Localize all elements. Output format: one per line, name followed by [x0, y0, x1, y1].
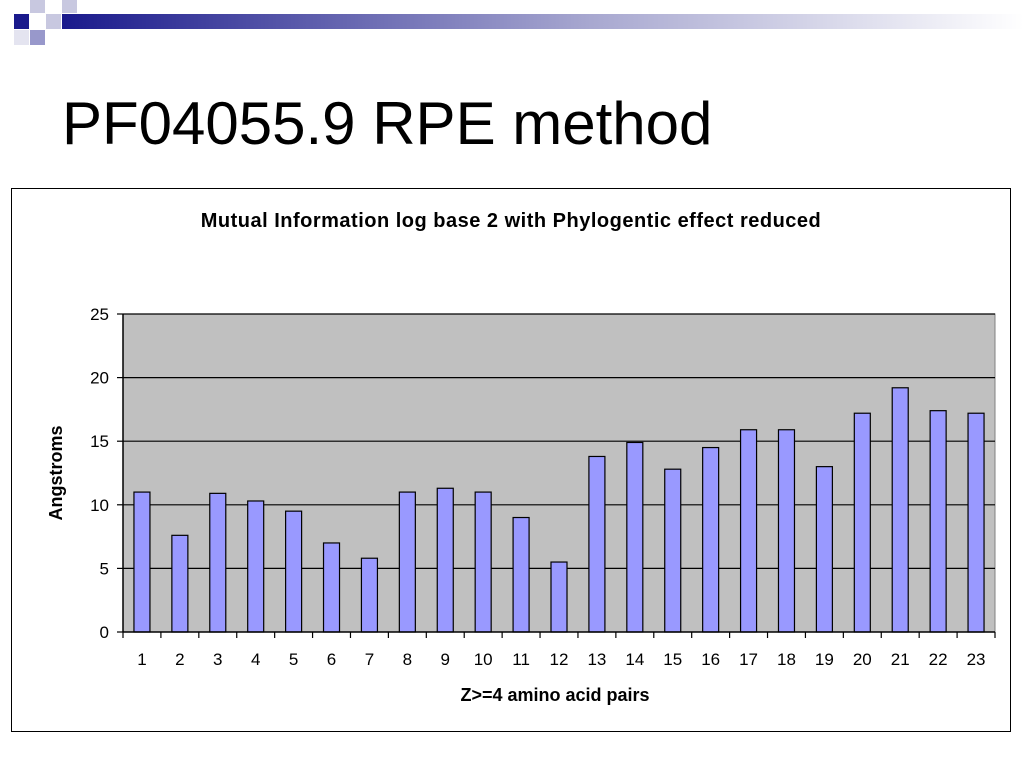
bar — [171, 534, 189, 633]
x-axis-title: Z>=4 amino acid pairs — [460, 685, 649, 705]
x-tick-label: 3 — [213, 650, 222, 669]
bar — [853, 412, 871, 633]
axes — [122, 314, 995, 633]
bars — [133, 387, 985, 633]
x-tick-label: 6 — [327, 650, 336, 669]
bar — [739, 429, 758, 633]
bar — [891, 387, 909, 633]
x-tick-label: 9 — [441, 650, 450, 669]
bar — [777, 429, 796, 633]
x-tick-label: 16 — [701, 650, 720, 669]
bar — [512, 516, 530, 633]
bar — [398, 491, 416, 633]
y-tick-label: 5 — [100, 559, 109, 578]
bar — [133, 491, 151, 633]
bar — [436, 487, 454, 633]
x-axis-ticks: 1 2 3 4 5 6 7 8 9 10 11 12 13 14 15 16 17 18 19 20 21 22 23 — [122, 632, 996, 669]
x-tick-label: 2 — [175, 650, 184, 669]
x-tick-label: 19 — [815, 650, 834, 669]
bar — [588, 455, 606, 633]
bar — [664, 468, 682, 633]
x-tick-label: 5 — [289, 650, 298, 669]
y-tick-label: 25 — [90, 305, 109, 324]
x-tick-label: 7 — [365, 650, 374, 669]
x-tick-label: 22 — [929, 650, 948, 669]
bar — [626, 441, 644, 633]
x-tick-label: 15 — [663, 650, 682, 669]
x-tick-label: 1 — [137, 650, 146, 669]
bar — [247, 500, 265, 633]
y-tick-label: 0 — [100, 623, 109, 642]
bar — [209, 492, 227, 633]
title-decoration — [0, 0, 1024, 48]
bar — [474, 491, 492, 633]
x-tick-label: 4 — [251, 650, 260, 669]
bar — [967, 412, 985, 633]
x-tick-label: 23 — [967, 650, 986, 669]
x-tick-label: 12 — [550, 650, 569, 669]
y-tick-label: 20 — [90, 369, 109, 388]
y-axis-title: Angstroms — [46, 425, 66, 520]
y-axis-ticks: 0 5 10 15 20 25 — [90, 305, 123, 642]
bar — [550, 561, 568, 633]
bar — [322, 542, 341, 633]
x-tick-label: 8 — [403, 650, 412, 669]
x-tick-label: 21 — [891, 650, 910, 669]
slide-title: PF04055.9 RPE method — [62, 90, 713, 157]
y-tick-label: 15 — [90, 432, 109, 451]
x-tick-label: 17 — [739, 650, 758, 669]
bar — [285, 510, 303, 633]
bar — [929, 410, 947, 633]
x-tick-label: 13 — [587, 650, 606, 669]
bar — [702, 446, 720, 633]
x-tick-label: 20 — [853, 650, 872, 669]
x-tick-label: 10 — [474, 650, 493, 669]
x-tick-label: 11 — [512, 650, 530, 669]
y-tick-label: 10 — [90, 496, 109, 515]
x-tick-label: 18 — [777, 650, 796, 669]
chart-title: Mutual Information log base 2 with Phylo… — [200, 210, 822, 232]
x-tick-label: 14 — [625, 650, 644, 669]
bar — [815, 466, 833, 633]
bar — [360, 557, 379, 633]
